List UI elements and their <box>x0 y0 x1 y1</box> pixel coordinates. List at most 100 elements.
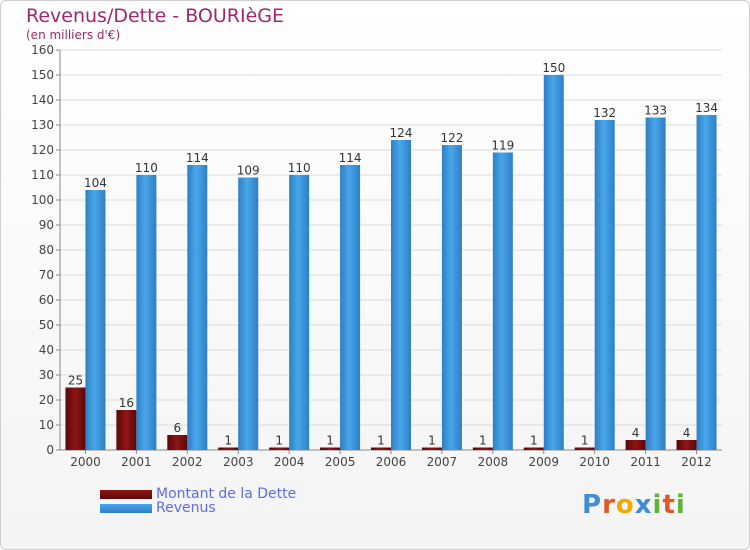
x-tick-label-2002: 2002 <box>172 455 203 469</box>
y-tick-label-130: 130 <box>31 118 54 132</box>
x-tick-label-2010: 2010 <box>579 455 610 469</box>
x-tick-label-2012: 2012 <box>681 455 712 469</box>
data-label-revenus-2012: 134 <box>695 101 718 115</box>
logo-letter: i <box>652 490 663 520</box>
bars <box>65 75 717 450</box>
bar-revenus-2012 <box>696 115 717 450</box>
logo-letter: o <box>615 490 635 520</box>
bar-revenus-2006 <box>391 140 411 450</box>
bar-revenus-2007 <box>441 145 462 450</box>
chart-title: Revenus/Dette - BOURIèGE <box>26 5 284 27</box>
bar-revenus-2008 <box>492 152 513 450</box>
y-tick-label-160: 160 <box>31 43 54 57</box>
bar-revenus-2009 <box>543 75 564 450</box>
data-label-revenus-2004: 110 <box>288 161 311 175</box>
bar-dette-2005 <box>320 447 341 450</box>
bar-dette-2006 <box>371 447 391 450</box>
data-label-revenus-2005: 114 <box>339 151 362 165</box>
logo-letter: P <box>582 490 603 520</box>
y-tick-label-40: 40 <box>39 343 54 357</box>
data-label-revenus-2000: 104 <box>84 176 107 190</box>
y-tick-label-10: 10 <box>39 418 54 432</box>
bar-dette-2012 <box>676 440 697 450</box>
bar-dette-2001 <box>116 410 137 450</box>
data-label-dette-2009: 1 <box>530 434 538 448</box>
legend-item-debt: Montant de la Dette <box>100 486 296 502</box>
data-label-dette-2011: 4 <box>632 426 640 440</box>
x-tick-label-2000: 2000 <box>70 455 101 469</box>
x-tick-label-2006: 2006 <box>376 455 407 469</box>
data-label-revenus-2008: 119 <box>491 139 514 153</box>
logo-letter: t <box>662 490 676 520</box>
bar-dette-2007 <box>421 447 442 450</box>
legend-swatch-revenus <box>100 503 152 513</box>
bar-revenus-2001 <box>136 175 157 450</box>
proxiti-logo: Proxiti <box>582 490 686 520</box>
data-label-dette-2006: 1 <box>377 434 385 448</box>
bar-dette-2004 <box>269 447 290 450</box>
data-label-dette-2000: 25 <box>68 374 83 388</box>
y-tick-label-110: 110 <box>31 168 54 182</box>
data-label-revenus-2007: 122 <box>440 131 463 145</box>
x-tick-label-2001: 2001 <box>121 455 152 469</box>
y-tick-label-90: 90 <box>39 218 54 232</box>
bar-revenus-2005 <box>340 165 361 450</box>
bar-revenus-2002 <box>187 165 208 450</box>
data-label-dette-2003: 1 <box>224 434 232 448</box>
x-tick-label-2011: 2011 <box>630 455 661 469</box>
x-tick-label-2008: 2008 <box>478 455 509 469</box>
bar-revenus-2011 <box>645 117 666 450</box>
y-tick-label-100: 100 <box>31 193 54 207</box>
x-tick-label-2004: 2004 <box>274 455 305 469</box>
logo-letter: i <box>675 490 686 520</box>
data-label-revenus-2002: 114 <box>186 151 209 165</box>
chart-subtitle: (en milliers d'€) <box>26 28 121 42</box>
y-tick-label-30: 30 <box>39 368 54 382</box>
logo-letter: x <box>634 490 653 520</box>
y-tick-label-150: 150 <box>31 68 54 82</box>
y-tick-label-120: 120 <box>31 143 54 157</box>
x-tick-label-2005: 2005 <box>325 455 356 469</box>
legend-label-debt: Montant de la Dette <box>156 486 297 502</box>
data-label-revenus-2009: 150 <box>542 61 565 75</box>
bar-dette-2000 <box>65 387 86 450</box>
y-tick-label-60: 60 <box>39 293 54 307</box>
y-tick-label-140: 140 <box>31 93 54 107</box>
x-tick-label-2007: 2007 <box>427 455 458 469</box>
x-tick-label-2009: 2009 <box>528 455 559 469</box>
bar-revenus-2010 <box>594 120 615 450</box>
legend-item-revenus: Revenus <box>100 500 216 516</box>
data-label-revenus-2001: 110 <box>135 161 158 175</box>
data-label-dette-2010: 1 <box>581 434 589 448</box>
bar-dette-2010 <box>574 447 595 450</box>
data-label-revenus-2011: 133 <box>644 104 667 118</box>
bar-dette-2002 <box>167 435 188 450</box>
bar-revenus-2004 <box>289 175 310 450</box>
data-label-revenus-2006: 124 <box>390 126 413 140</box>
data-label-dette-2004: 1 <box>275 434 283 448</box>
data-label-dette-2012: 4 <box>683 426 691 440</box>
data-label-revenus-2010: 132 <box>593 106 616 120</box>
y-tick-label-0: 0 <box>46 443 54 457</box>
x-tick-label-2003: 2003 <box>223 455 254 469</box>
bar-dette-2011 <box>625 440 646 450</box>
bar-revenus-2003 <box>238 177 259 450</box>
data-label-dette-2008: 1 <box>479 434 487 448</box>
y-tick-label-20: 20 <box>39 393 54 407</box>
data-label-dette-2007: 1 <box>428 434 436 448</box>
y-tick-label-70: 70 <box>39 268 54 282</box>
legend-label-revenus: Revenus <box>156 500 216 516</box>
legend-swatch-debt <box>100 489 152 499</box>
y-tick-label-80: 80 <box>39 243 54 257</box>
bar-dette-2008 <box>472 447 493 450</box>
logo-letter: r <box>602 490 616 520</box>
bar-dette-2009 <box>523 447 544 450</box>
y-tick-label-50: 50 <box>39 318 54 332</box>
data-labels: 2510416110611411091110111411241122111911… <box>68 61 718 448</box>
data-label-dette-2005: 1 <box>326 434 334 448</box>
data-label-dette-2001: 16 <box>119 396 134 410</box>
axes: 0 10 20 30 40 50 60 70 80 90 100 110 120 130 140 150 160… <box>31 43 722 469</box>
bar-dette-2003 <box>218 447 239 450</box>
data-label-dette-2002: 6 <box>173 421 181 435</box>
